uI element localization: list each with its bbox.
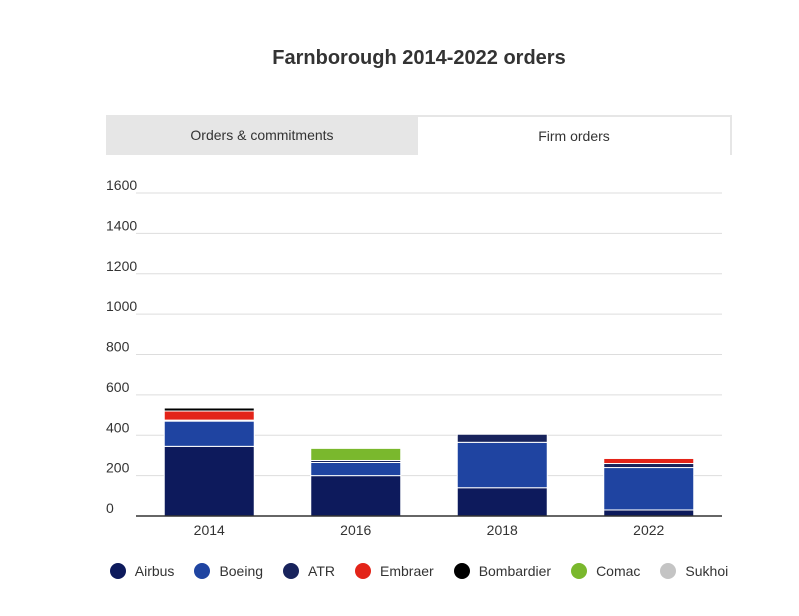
y-tick-label: 200 [106, 460, 130, 476]
legend-item[interactable]: Bombardier [453, 563, 552, 579]
tab-bar: Orders & commitments Firm orders [106, 115, 732, 155]
legend-label: Bombardier [478, 563, 552, 579]
tab-firm-orders[interactable]: Firm orders [418, 115, 732, 155]
y-tick-label: 1200 [106, 258, 137, 274]
tab-orders-commitments[interactable]: Orders & commitments [106, 115, 418, 155]
x-tick-label: 2018 [487, 522, 518, 538]
legend-swatch [283, 563, 300, 579]
y-tick-label: 1400 [106, 217, 137, 233]
legend-label: Sukhoi [685, 563, 729, 579]
bar-segment [163, 445, 255, 517]
legend-label: Boeing [219, 563, 264, 579]
legend-label: Airbus [134, 563, 175, 579]
bar-segment [163, 407, 255, 412]
legend-item[interactable]: Comac [571, 563, 640, 579]
y-tick-label: 1600 [106, 177, 137, 193]
bar-segment [603, 457, 695, 465]
bar-segment [603, 509, 695, 517]
legend-swatch [355, 563, 371, 579]
bar-segment [163, 410, 255, 421]
bar-segment [310, 475, 402, 517]
legend-swatch [571, 563, 588, 579]
legend-item[interactable]: Boeing [194, 563, 263, 579]
chart-legend: Airbus Boeing ATR Embraer Bombardier Comac Suk… [0, 563, 799, 579]
chart-title: Farnborough 2014-2022 orders [272, 47, 566, 69]
y-tick-label: 800 [106, 339, 130, 355]
legend-swatch [453, 563, 470, 579]
legend-swatch [109, 563, 126, 579]
legend-item[interactable]: ATR [283, 563, 335, 579]
bar-segment [456, 441, 548, 489]
y-tick-label: 400 [106, 419, 130, 435]
legend-label: Comac [596, 563, 641, 579]
legend-item[interactable]: Embraer [355, 563, 434, 579]
legend-swatch [194, 563, 211, 579]
stacked-bar-chart: 0 200 400 600 800 1000 1200 1400 1600 2014 2016 201… [106, 177, 722, 538]
y-tick-label: 1000 [106, 298, 137, 314]
bar-segment [456, 433, 548, 443]
legend-swatch [660, 563, 677, 579]
bar-segment [163, 420, 255, 447]
x-tick-label: 2022 [633, 522, 664, 538]
legend-item[interactable]: Airbus [109, 563, 175, 579]
legend-item[interactable]: Sukhoi [660, 563, 728, 579]
legend-label: ATR [308, 563, 335, 579]
bar-segment [310, 447, 402, 461]
bar-segment [603, 467, 695, 511]
y-tick-label: 0 [106, 500, 114, 516]
bar-segment [310, 462, 402, 477]
x-tick-label: 2016 [340, 522, 371, 538]
x-tick-label: 2014 [194, 522, 225, 538]
bar-segment [456, 487, 548, 517]
legend-label: Embraer [380, 563, 434, 579]
bar-segment [603, 463, 695, 469]
y-tick-label: 600 [106, 379, 130, 395]
